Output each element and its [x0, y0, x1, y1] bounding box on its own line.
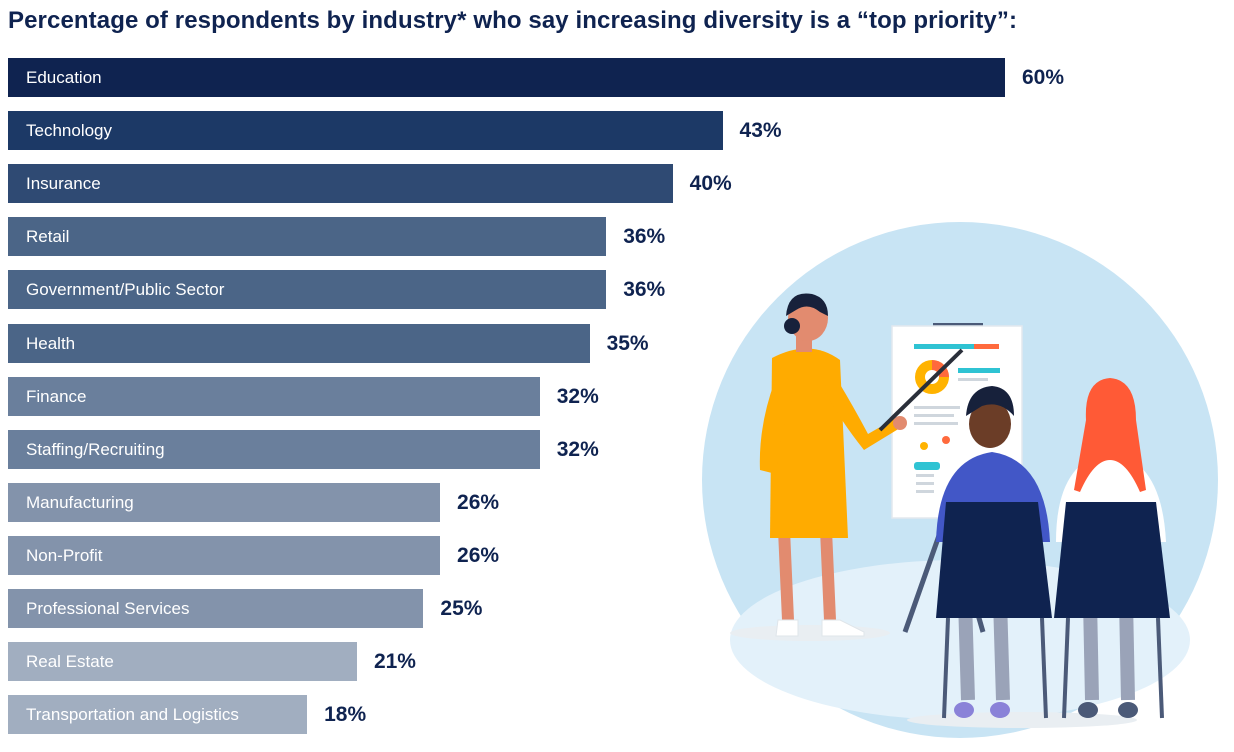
bar-label: Finance — [26, 386, 87, 406]
bar-label: Professional Services — [26, 598, 190, 618]
bar-label: Education — [26, 67, 102, 87]
value-label: 26% — [457, 543, 500, 567]
bar-label: Real Estate — [26, 651, 114, 671]
bar-non-profit: Non-Profit — [8, 536, 441, 575]
bar-label: Manufacturing — [26, 492, 134, 512]
bar-education: Education — [8, 58, 1005, 97]
bar-label: Technology — [26, 120, 113, 140]
value-label: 26% — [457, 490, 500, 514]
bar-label: Transportation and Logistics — [26, 704, 239, 724]
value-label: 36% — [623, 277, 666, 301]
value-label: 40% — [689, 171, 732, 195]
bar-label: Retail — [26, 226, 70, 246]
bar-finance: Finance — [8, 377, 540, 416]
bar-insurance: Insurance — [8, 164, 673, 203]
bar-technology: Technology — [8, 111, 723, 150]
value-label: 35% — [606, 331, 649, 355]
bar-retail: Retail — [8, 217, 607, 256]
bar-transportation-and-logistics: Transportation and Logistics — [8, 695, 308, 734]
value-label: 21% — [373, 649, 416, 673]
bar-label: Insurance — [26, 173, 101, 193]
bar-label: Non-Profit — [26, 545, 103, 565]
value-label: 60% — [1022, 65, 1065, 89]
bar-government-public-sector: Government/Public Sector — [8, 270, 607, 309]
bar-manufacturing: Manufacturing — [8, 483, 441, 522]
value-label: 36% — [623, 224, 666, 248]
presentation-illustration — [702, 222, 1218, 738]
value-label: 32% — [556, 384, 599, 408]
bar-real-estate: Real Estate — [8, 642, 357, 681]
bar-professional-services: Professional Services — [8, 589, 424, 628]
bar-staffing-recruiting: Staffing/Recruiting — [8, 430, 540, 469]
value-label: 18% — [324, 702, 367, 726]
value-label: 32% — [556, 437, 599, 461]
chart-title: Percentage of respondents by industry* w… — [8, 7, 1018, 34]
value-label: 25% — [440, 596, 483, 620]
bar-health: Health — [8, 324, 590, 363]
bar-label: Staffing/Recruiting — [26, 439, 165, 459]
bar-label: Health — [26, 333, 76, 353]
value-label: 43% — [739, 118, 782, 142]
bar-label: Government/Public Sector — [26, 279, 225, 299]
